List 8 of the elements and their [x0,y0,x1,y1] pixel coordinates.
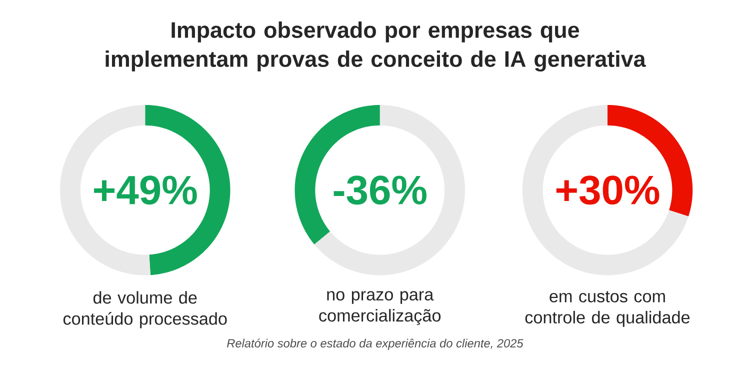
text: em custos com controle de qualidade [525,291,690,327]
text: +49% [94,176,197,205]
text: -36% [334,176,426,205]
text: no prazo para comercialização [319,291,441,326]
text: Relatório sobre o estado da experiência do cliente, 2025 [227,338,524,350]
text: Impacto observado por empresas que implementam provas de conceito de IA generativa [106,22,646,72]
text: de volume de conteúdo processado [63,291,227,328]
text: +30% [556,176,660,205]
